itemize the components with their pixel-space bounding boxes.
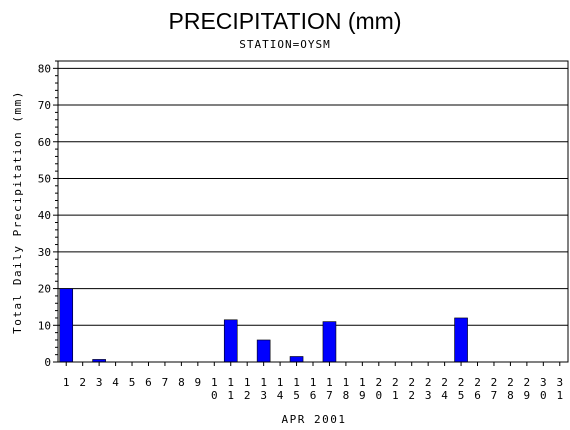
bar-day-11 [223, 319, 238, 363]
bar-day-1 [59, 288, 74, 363]
x-axis-label: APR 2001 [282, 413, 347, 426]
y-tick-label-20: 20 [38, 283, 51, 296]
x-tick-label-5: 5 [129, 376, 136, 389]
y-tick-label-30: 30 [38, 246, 51, 259]
y-tick-label-0: 0 [44, 356, 51, 369]
x-tick-label-2: 2 [79, 376, 86, 389]
bar-day-13 [256, 339, 271, 363]
x-tick-label-6: 6 [145, 376, 152, 389]
plot-area-frame [57, 60, 569, 363]
bar-day-17 [322, 321, 337, 363]
x-tick-label-1: 1 [63, 376, 70, 389]
bar-day-25 [454, 317, 468, 363]
y-axis-label: Total Daily Precipitation (mm) [11, 90, 24, 334]
bar-day-15 [289, 356, 304, 363]
grid-lines [58, 67, 568, 326]
x-tick-label-9: 9 [195, 376, 202, 389]
x-tick-label-3: 3 [96, 376, 103, 389]
y-tick-label-70: 70 [38, 99, 51, 112]
y-tick-label-60: 60 [38, 136, 51, 149]
x-tick-label-4: 4 [112, 376, 119, 389]
chart-subtitle: STATION=OYSM [239, 38, 330, 51]
x-axis: 1 2 3 4 5 6 7 8 9 1 01 11 21 31 41 51 61 71 81 92 02 12 22 32 42… [63, 362, 563, 402]
y-axis: 0 10 20 30 40 50 60 70 80 [38, 60, 58, 369]
x-tick-label-7: 7 [162, 376, 169, 389]
y-tick-label-40: 40 [38, 209, 51, 222]
bars-group [59, 288, 468, 363]
y-tick-label-80: 80 [38, 62, 51, 75]
y-tick-label-50: 50 [38, 172, 51, 185]
x-tick-label-8: 8 [178, 376, 185, 389]
y-tick-label-10: 10 [38, 319, 51, 332]
chart-title: PRECIPITATION (mm) [169, 8, 402, 34]
